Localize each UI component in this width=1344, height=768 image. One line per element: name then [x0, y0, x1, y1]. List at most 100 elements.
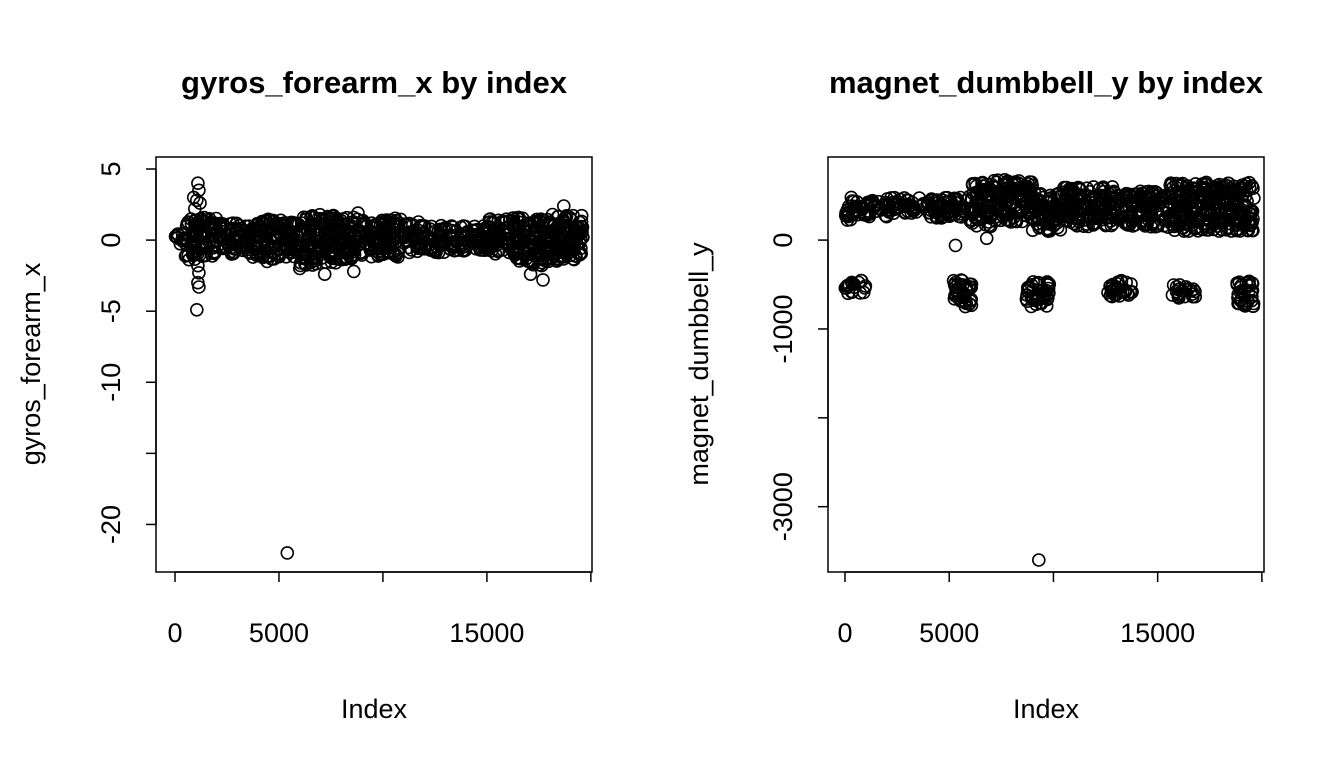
data-point — [1070, 211, 1085, 226]
outlier-point — [523, 267, 538, 282]
data-point — [865, 193, 880, 208]
data-point — [274, 216, 289, 231]
data-point — [838, 281, 853, 295]
data-point — [1227, 199, 1242, 213]
data-point — [198, 241, 213, 255]
data-point — [1171, 282, 1185, 297]
data-point — [534, 258, 549, 273]
data-point — [1092, 182, 1106, 196]
data-point — [1185, 287, 1200, 301]
data-point — [462, 236, 477, 251]
data-point — [1040, 283, 1054, 298]
data-point — [198, 229, 212, 244]
data-point — [1229, 207, 1243, 221]
data-point — [221, 237, 235, 251]
outlier-point — [191, 176, 205, 190]
data-point — [1172, 218, 1187, 233]
x-axis-title: Index — [1013, 694, 1080, 724]
data-point — [1193, 208, 1208, 222]
data-point — [299, 212, 313, 227]
data-point — [574, 219, 589, 234]
data-point — [1036, 212, 1051, 226]
x-tick-label: 0 — [837, 618, 852, 648]
data-point — [336, 212, 351, 226]
outlier-point — [556, 199, 571, 213]
data-point — [306, 250, 321, 265]
data-point — [1242, 180, 1257, 195]
outlier-point — [351, 206, 365, 220]
data-point — [1175, 185, 1190, 200]
data-point — [1144, 185, 1159, 199]
data-point — [544, 232, 559, 246]
outlier-point — [190, 193, 204, 208]
data-point — [1181, 183, 1195, 198]
outlier-point — [979, 231, 994, 246]
x-tick-label: 5000 — [249, 618, 309, 648]
data-point — [383, 235, 398, 250]
chart-title: gyros_forearm_x by index — [181, 65, 568, 100]
data-point — [1031, 283, 1046, 298]
data-point — [294, 224, 308, 238]
data-point — [897, 191, 912, 205]
data-point — [1214, 222, 1229, 237]
data-point — [305, 252, 319, 267]
data-point — [563, 248, 578, 263]
data-point — [1000, 205, 1015, 219]
data-point — [969, 179, 984, 194]
data-point — [236, 235, 251, 250]
data-point — [1005, 176, 1019, 190]
data-point — [335, 233, 350, 248]
data-point — [987, 173, 1001, 188]
data-point — [1228, 217, 1243, 231]
data-point — [404, 227, 418, 241]
x-tick-label: 15000 — [1120, 618, 1195, 648]
data-point — [1232, 296, 1246, 311]
data-point — [1028, 213, 1042, 227]
data-point — [342, 224, 357, 238]
data-point — [502, 213, 517, 228]
data-point — [1242, 275, 1256, 290]
outlier-point — [188, 202, 202, 216]
y-tick-label: 0 — [96, 233, 126, 248]
data-point — [566, 208, 580, 223]
data-point — [849, 204, 864, 219]
data-point — [1050, 220, 1065, 235]
y-tick-label: -1000 — [768, 294, 798, 363]
outlier-point — [192, 265, 206, 280]
outlier-point — [317, 267, 332, 282]
data-point — [966, 186, 981, 201]
data-point — [179, 237, 193, 252]
y-tick-label: -3000 — [768, 472, 798, 541]
data-point — [1053, 223, 1068, 237]
outlier-point — [536, 273, 550, 287]
x-axis-ticks: 0 5000 15000 — [837, 572, 1263, 648]
data-point — [1232, 275, 1247, 290]
data-point — [280, 240, 295, 254]
data-point — [1230, 218, 1244, 232]
data-point — [502, 245, 517, 260]
data-point — [357, 230, 372, 245]
data-point — [1138, 219, 1152, 233]
data-point — [1137, 213, 1151, 227]
y-axis-title: magnet_dumbbell_y — [684, 242, 714, 486]
outlier-point — [280, 546, 295, 560]
y-axis-ticks: 0 -1000 -3000 — [768, 233, 828, 541]
data-point — [318, 228, 333, 242]
data-point — [984, 207, 999, 221]
data-point — [969, 209, 984, 224]
x-axis-ticks: 0 5000 15000 — [167, 572, 592, 648]
data-point — [213, 228, 228, 243]
data-point — [1104, 281, 1118, 296]
data-point — [256, 226, 271, 241]
data-point — [1164, 217, 1179, 231]
data-point — [840, 213, 855, 227]
data-point — [574, 208, 589, 223]
data-point — [482, 230, 496, 245]
data-point — [1119, 217, 1134, 231]
data-point — [923, 203, 938, 218]
data-point — [526, 239, 541, 253]
y-axis-ticks: 5 0 -5 -10 -20 — [96, 161, 156, 544]
data-point — [1081, 189, 1096, 203]
data-point — [1193, 189, 1208, 204]
